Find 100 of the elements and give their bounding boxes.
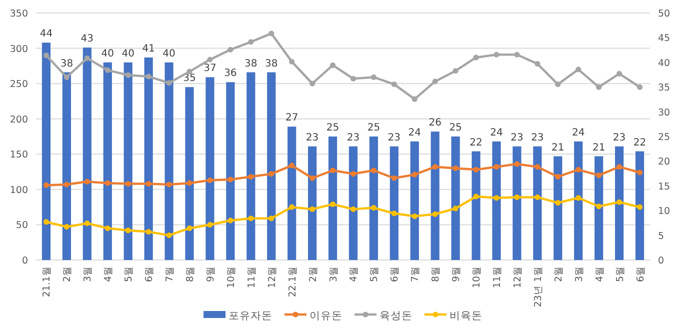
x-tick-label: 10월 [226, 266, 237, 288]
point [452, 68, 458, 74]
point [248, 174, 254, 180]
point [125, 72, 131, 78]
point [43, 182, 50, 188]
bar [554, 156, 562, 260]
x-tick-label: 7월 [164, 266, 176, 282]
y2-tick-label: 25 [658, 132, 670, 143]
point [289, 162, 295, 168]
data-label: 23 [306, 132, 319, 144]
point [64, 182, 70, 188]
bar [288, 126, 296, 260]
x-tick-label: 23년 1월 [532, 266, 544, 308]
x-tick-label: 11월 [492, 266, 503, 288]
point [432, 164, 438, 170]
point [391, 175, 397, 181]
bar [226, 82, 235, 260]
point [330, 62, 336, 68]
point [125, 228, 131, 234]
point [555, 200, 561, 206]
data-label: 25 [449, 122, 462, 134]
point [636, 170, 643, 176]
x-tick-label: 12월 [512, 266, 524, 288]
point [350, 171, 356, 177]
point [289, 58, 295, 64]
point [84, 220, 90, 226]
point [268, 216, 274, 222]
point [514, 161, 520, 167]
point [207, 56, 213, 62]
data-label: 25 [326, 122, 340, 134]
data-label: 23 [510, 132, 524, 144]
bar [390, 146, 398, 260]
data-label: 40 [101, 48, 114, 60]
y-tick-label: 300 [10, 44, 28, 55]
data-label: 23 [346, 132, 360, 144]
bar [185, 87, 194, 260]
point [43, 52, 50, 58]
point [146, 228, 152, 235]
x-tick-label: 8월 [430, 266, 442, 282]
point [248, 216, 254, 222]
bar [328, 136, 338, 260]
point [534, 194, 540, 200]
y-tick-label: 0 [22, 256, 28, 266]
data-label: 23 [612, 132, 626, 144]
data-label: 37 [204, 63, 216, 74]
point [310, 206, 316, 212]
bar [430, 132, 440, 260]
data-label: 25 [367, 122, 380, 134]
x-tick-label: 2월 [308, 266, 319, 282]
bar [615, 146, 624, 260]
point [104, 67, 110, 73]
x-tick-label: 7월 [410, 266, 422, 282]
legend-label: 이유돈 [310, 310, 342, 322]
data-label: 21 [552, 142, 564, 154]
data-label: 36 [224, 68, 237, 80]
bar [635, 151, 644, 260]
point [494, 52, 500, 58]
legend-label: 비육돈 [450, 310, 482, 322]
data-label: 38 [244, 58, 258, 70]
x-tick-label: 6월 [390, 266, 401, 282]
y2-tick-label: 0 [658, 256, 664, 266]
point [104, 180, 110, 186]
point [514, 52, 520, 58]
bar [348, 146, 358, 260]
point [207, 177, 213, 184]
point [473, 166, 479, 172]
point [64, 74, 70, 80]
point [412, 172, 418, 178]
x-tick-label: 3월 [328, 266, 340, 282]
bar [533, 146, 542, 260]
bar [308, 146, 317, 260]
legend-label: 포유자돈 [228, 310, 272, 322]
point [64, 224, 70, 230]
bar [267, 72, 276, 260]
x-tick-label: 21.1월 [42, 266, 53, 298]
point [186, 180, 192, 186]
x-tick-label: 9월 [205, 266, 216, 282]
bar [124, 62, 132, 260]
x-tick-label: 2월 [553, 266, 564, 282]
x-tick-label: 12월 [266, 266, 278, 288]
point [452, 165, 458, 172]
point [125, 180, 131, 187]
legend-label: 육성돈 [380, 310, 412, 322]
x-tick-label: 5월 [369, 266, 380, 282]
data-label: 41 [142, 43, 155, 54]
bar [144, 57, 153, 260]
y-tick-label: 100 [10, 184, 28, 196]
point [207, 222, 213, 228]
bar [82, 48, 92, 260]
x-tick-label: 10월 [472, 266, 483, 288]
point [228, 218, 234, 224]
point [84, 178, 90, 184]
y2-tick-label: 10 [658, 206, 670, 218]
y2-tick-label: 5 [658, 230, 664, 242]
point [84, 55, 90, 61]
point [310, 175, 316, 181]
y2-tick-label: 20 [658, 156, 670, 168]
bar [42, 42, 51, 260]
point [412, 96, 418, 102]
point [534, 164, 540, 170]
